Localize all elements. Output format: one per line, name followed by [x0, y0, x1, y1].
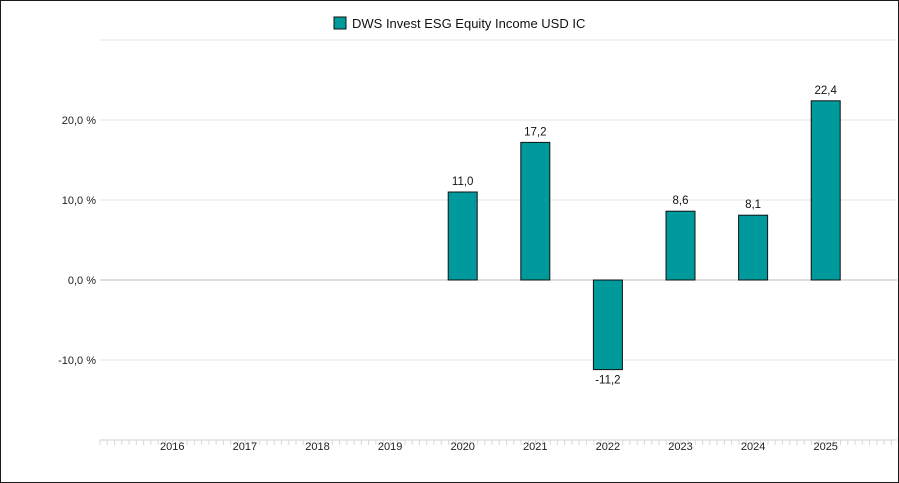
x-tick-label: 2018 [305, 441, 329, 453]
x-tick-label: 2025 [813, 441, 837, 453]
legend-swatch [333, 16, 347, 30]
bar [592, 279, 623, 371]
bar [665, 210, 696, 281]
bar-series [447, 100, 841, 371]
x-tick-label: 2016 [160, 441, 184, 453]
x-tick-label: 2023 [668, 441, 692, 453]
bar [738, 214, 769, 281]
legend[interactable]: DWS Invest ESG Equity Income USD IC [333, 16, 585, 31]
bar [810, 100, 841, 281]
bar [447, 191, 478, 281]
y-axis-ticks: 20,0 % 10,0 % 0,0 % -10,0 % [58, 115, 96, 367]
x-tick-label: 2024 [741, 441, 765, 453]
data-label: 11,0 [452, 176, 474, 188]
x-tick-label: 2019 [378, 441, 402, 453]
x-tick-label: 2017 [233, 441, 257, 453]
x-axis: 2016 2017 2018 2019 2020 2021 2022 2023 2024 2025 [99, 439, 897, 453]
y-tick-label: 0,0 % [68, 275, 96, 287]
grid-lines [100, 39, 897, 361]
y-tick-label: -10,0 % [58, 355, 96, 367]
x-tick-label: 2022 [596, 441, 620, 453]
data-label: -11,2 [595, 375, 620, 387]
data-label: 8,6 [673, 195, 689, 207]
bar [520, 141, 551, 281]
y-tick-label: 10,0 % [62, 195, 96, 207]
data-labels: 11,0 17,2 -11,2 8,6 8,1 22,4 [452, 85, 838, 387]
data-label: 17,2 [524, 126, 546, 138]
data-label: 22,4 [815, 85, 838, 97]
data-label: 8,1 [745, 199, 761, 211]
x-tick-label: 2020 [450, 441, 474, 453]
legend-label: DWS Invest ESG Equity Income USD IC [352, 16, 585, 31]
x-tick-label: 2021 [523, 441, 547, 453]
y-tick-label: 20,0 % [62, 115, 96, 127]
